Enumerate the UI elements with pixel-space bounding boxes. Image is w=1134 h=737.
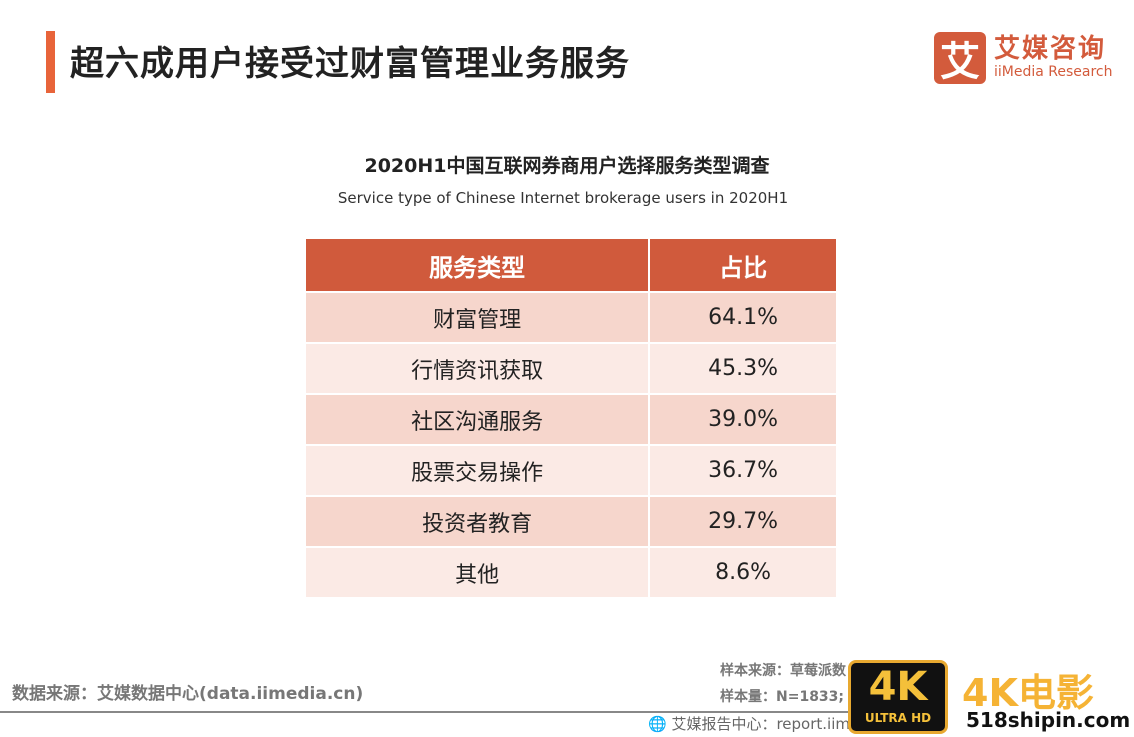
table-title: 2020H1中国互联网券商用户选择服务类型调查 — [364, 155, 770, 177]
header-share: 占比 — [649, 239, 838, 292]
sample-size: 样本量：N=1833; — [720, 689, 845, 705]
page-title: 超六成用户接受过财富管理业务服务 — [70, 44, 630, 84]
watermark-4k-badge: 4K ULTRA HD — [848, 660, 948, 734]
cell-type: 其他 — [306, 546, 651, 597]
globe-icon: 🌐 — [648, 715, 667, 733]
cell-type: 股票交易操作 — [306, 444, 651, 496]
table-subtitle: Service type of Chinese Internet brokera… — [337, 189, 789, 207]
watermark-title: 4K电影 — [962, 671, 1094, 715]
cell-share: 64.1% — [649, 291, 838, 343]
cell-type: 行情资讯获取 — [306, 342, 651, 394]
badge-sub: ULTRA HD — [864, 711, 932, 725]
report-link[interactable]: 艾媒报告中心：report.iim — [671, 715, 850, 733]
header-type: 服务类型 — [306, 239, 651, 292]
table-row: 财富管理 64.1% — [306, 291, 838, 343]
cell-share: 39.0% — [649, 393, 838, 445]
table-row: 投资者教育 29.7% — [306, 495, 838, 547]
table-row: 行情资讯获取 45.3% — [306, 342, 838, 394]
cell-type: 社区沟通服务 — [306, 393, 651, 445]
table-row: 股票交易操作 36.7% — [306, 444, 838, 496]
report-center: 🌐 艾媒报告中心：report.iim — [648, 713, 850, 734]
iimedia-logo: 艾 艾媒咨询 iiMedia Research — [934, 32, 1113, 85]
cell-share: 8.6% — [649, 546, 838, 597]
cell-share: 36.7% — [649, 444, 838, 496]
logo-en: iiMedia Research — [994, 64, 1113, 80]
cell-type: 财富管理 — [306, 291, 651, 343]
cell-share: 29.7% — [649, 495, 838, 547]
logo-mark: 艾 — [934, 32, 986, 85]
logo-cn: 艾媒咨询 — [994, 34, 1107, 64]
cell-share: 45.3% — [649, 342, 838, 394]
table-row: 社区沟通服务 39.0% — [306, 393, 838, 445]
table-row: 其他 8.6% — [306, 546, 838, 597]
sample-source: 样本来源：草莓派数 — [720, 663, 846, 679]
footer-divider — [0, 711, 860, 713]
title-accent-bar — [46, 31, 55, 93]
badge-text: 4K — [868, 664, 928, 710]
watermark-site: 518shipin.com — [966, 708, 1131, 732]
service-type-table: 服务类型 占比 财富管理 64.1% 行情资讯获取 45.3% 社区沟通服务 39.0%… — [306, 239, 838, 597]
data-source: 数据来源：艾媒数据中心(data.iimedia.cn) — [12, 684, 364, 704]
cell-type: 投资者教育 — [306, 495, 651, 547]
